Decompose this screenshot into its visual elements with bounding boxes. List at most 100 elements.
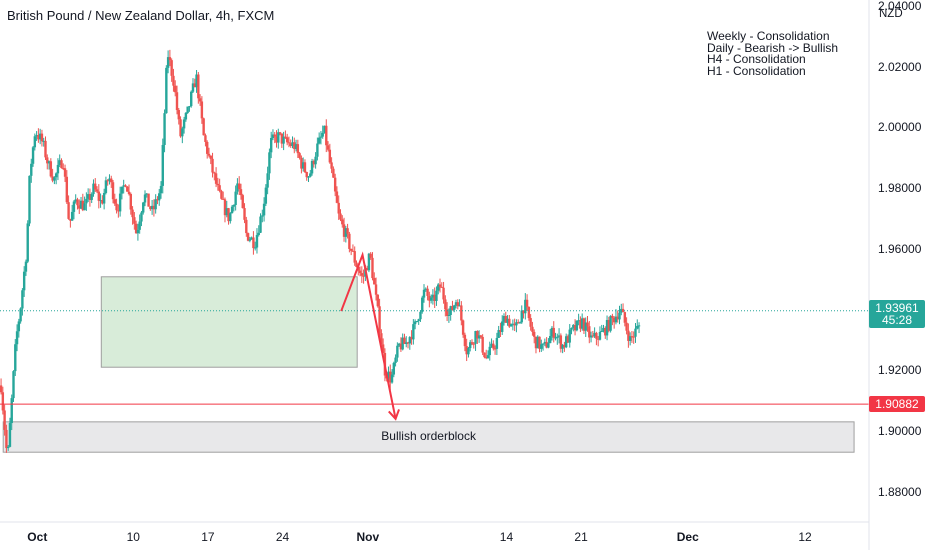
candle-body	[598, 331, 602, 340]
candle-body	[538, 336, 541, 349]
candle-body	[333, 177, 337, 192]
candle-body	[129, 194, 132, 210]
candle-body	[268, 152, 271, 174]
candle-body	[403, 337, 406, 344]
candle-body	[159, 185, 163, 194]
candle-body	[188, 106, 191, 108]
candle-body	[497, 330, 500, 338]
candle-body	[401, 337, 404, 350]
candle-body	[502, 316, 506, 322]
candle-body	[319, 136, 323, 138]
candle-body	[253, 247, 257, 249]
price-tick-label: 1.92000	[878, 363, 922, 378]
candle-body	[463, 334, 467, 347]
candle-body	[118, 193, 122, 212]
candle-body	[12, 371, 15, 399]
symbol-title[interactable]: British Pound / New Zealand Dollar, 4h, …	[7, 8, 275, 23]
candle-body	[40, 133, 44, 142]
candle-body	[426, 288, 429, 296]
zones-layer	[2, 276, 855, 453]
candle-body	[10, 398, 13, 424]
candle-body	[612, 317, 616, 323]
candle-body	[31, 147, 35, 164]
candle-body	[335, 191, 339, 203]
candle-body	[417, 319, 420, 322]
candle-body	[236, 183, 239, 192]
candle-body	[453, 305, 456, 310]
candle-body	[380, 333, 383, 345]
candle-body	[38, 133, 42, 140]
candle-body	[209, 155, 212, 159]
candle-body	[536, 336, 539, 349]
candle-body	[348, 233, 351, 249]
candle-body	[495, 337, 499, 349]
candle-body	[163, 113, 166, 145]
candle-body	[83, 203, 86, 211]
candle-body	[6, 446, 10, 449]
candle-body	[229, 213, 232, 222]
candle-body	[563, 344, 566, 348]
price-tick-label: 1.98000	[878, 181, 922, 196]
candle-body	[124, 185, 127, 187]
candle-body	[437, 284, 440, 291]
candle-body	[508, 318, 511, 327]
candle-body	[445, 309, 449, 316]
candle-body	[346, 228, 349, 234]
candle-body	[62, 168, 65, 170]
candle-body	[625, 322, 628, 331]
candle-body	[252, 237, 255, 249]
candle-body	[49, 161, 53, 177]
candle-body	[35, 135, 38, 137]
candle-body	[195, 74, 198, 88]
candle-body	[534, 336, 538, 349]
candle-body	[531, 326, 534, 332]
candle-body	[349, 248, 353, 251]
candle-body	[1, 392, 5, 411]
candle-body	[166, 57, 170, 68]
candle-body	[378, 306, 381, 334]
candle-body	[134, 223, 138, 234]
candle-body	[564, 336, 568, 348]
time-tick-label: Oct	[27, 530, 48, 544]
candle-body	[433, 294, 436, 301]
candle-body	[70, 211, 74, 221]
last-price-tag: 1.93961 45:28	[869, 299, 925, 328]
candle-body	[431, 294, 435, 298]
candle-body	[405, 342, 408, 344]
candle-body	[323, 125, 326, 133]
candle-body	[245, 219, 248, 234]
candle-body	[499, 330, 502, 332]
candle-body	[552, 327, 555, 338]
candle-body	[609, 315, 612, 331]
candle-body	[490, 343, 493, 347]
candle-body	[580, 318, 584, 329]
candle-body	[520, 310, 523, 323]
candle-body	[518, 322, 522, 324]
candle-body	[616, 316, 619, 320]
candle-body	[568, 329, 571, 343]
candle-body	[145, 193, 148, 195]
candle-body	[237, 183, 241, 190]
candle-body	[342, 224, 346, 237]
candle-body	[232, 205, 236, 207]
candle-body	[413, 321, 417, 325]
candle-body	[438, 284, 442, 287]
candle-body	[421, 297, 424, 312]
candle-body	[264, 187, 268, 204]
candle-body	[218, 185, 221, 191]
candle-body	[461, 320, 465, 335]
candle-body	[595, 332, 598, 339]
candle-body	[184, 112, 188, 120]
candle-body	[227, 208, 230, 222]
candle-body	[158, 193, 161, 201]
currency-label: NZD	[879, 8, 903, 20]
candle-body	[115, 203, 118, 211]
candle-body	[396, 345, 399, 358]
candle-body	[470, 342, 474, 344]
price-tick-label: 2.00000	[878, 120, 922, 135]
candle-body	[529, 318, 532, 327]
candle-body	[88, 194, 92, 200]
candle-body	[367, 253, 371, 271]
time-tick-label: Nov	[356, 530, 380, 544]
